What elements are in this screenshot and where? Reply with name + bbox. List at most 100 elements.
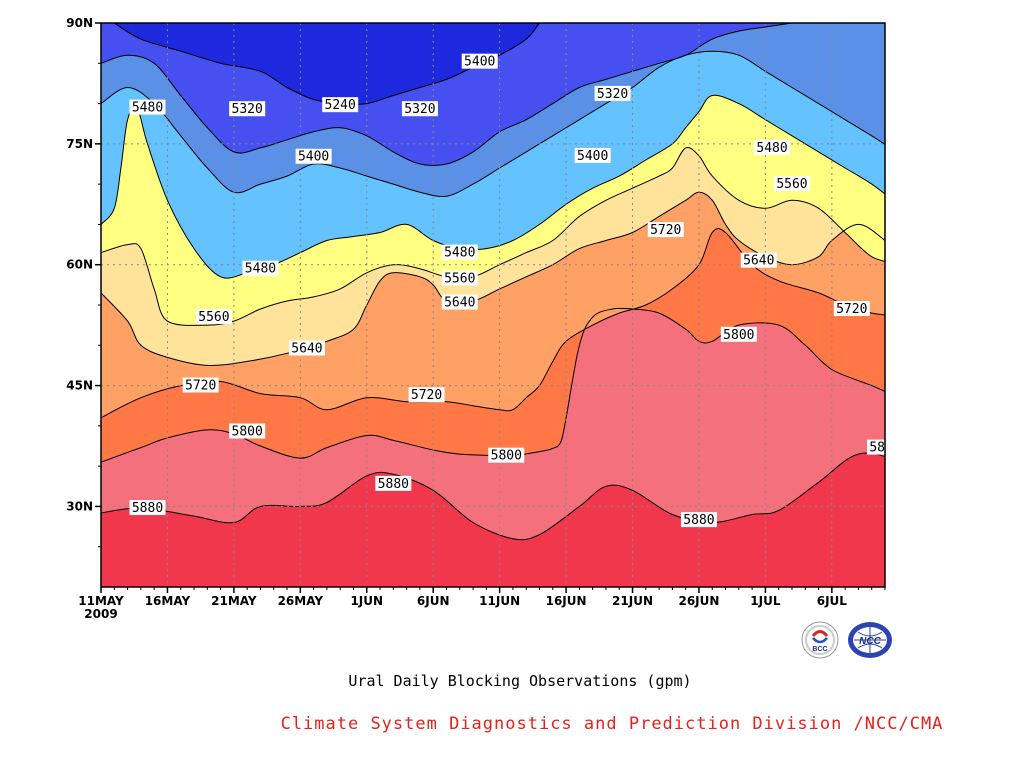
contour-label: 5720 <box>650 223 681 238</box>
contour-label-box <box>574 147 611 163</box>
contour-label: 5880 <box>683 513 714 528</box>
contour-label: 5400 <box>577 149 608 164</box>
contour-label: 5560 <box>776 177 807 192</box>
contour-label: 5800 <box>723 328 754 343</box>
contour-label-box <box>441 294 478 310</box>
x-tick-label: 6JUN <box>417 594 450 608</box>
contour-label: 5480 <box>444 246 475 261</box>
contour-label-box <box>461 53 498 69</box>
x-tick-label: 1JUL <box>750 594 781 608</box>
contour-label: 5640 <box>743 254 774 269</box>
contour-label-box <box>322 97 359 113</box>
contour-label-box <box>129 99 166 115</box>
contour-label-box <box>773 176 810 192</box>
contour-label: 5480 <box>245 262 276 277</box>
bcc-logo-icon: BCC <box>801 621 839 659</box>
contour-label-box <box>980 300 1016 315</box>
contour-label-box <box>940 104 976 119</box>
axes: 30N 45N 60N 75N 90N 11MAY 16MAY 21MAY 26MAY 1JUN 6… <box>66 16 886 621</box>
y-tick-label: 75N <box>66 137 93 151</box>
contour-label-box <box>720 326 757 342</box>
x-tick-label: 16JUN <box>546 594 587 608</box>
contour-label: 5320 <box>232 102 263 117</box>
contour-label: 5400 <box>464 55 495 70</box>
contour-label: 5720 <box>836 302 867 317</box>
x-tick-label: 21JUN <box>612 594 653 608</box>
x-tick-label: 26JUN <box>678 594 719 608</box>
ncc-logo-text: NCC <box>859 636 881 647</box>
x-tick-label: 11JUN <box>479 594 520 608</box>
x-tick-label: 16MAY <box>145 594 191 608</box>
contour-label-box <box>754 139 791 155</box>
contour-label-box <box>195 309 232 325</box>
y-tick-label: 90N <box>66 16 93 30</box>
isoline-5880 <box>101 452 885 541</box>
contour-label-box <box>288 340 325 356</box>
isoline-5400 <box>101 50 885 198</box>
contour-label: 5560 <box>942 105 973 120</box>
contour-label: 5880 <box>378 477 409 492</box>
contour-label: 5880 <box>132 501 163 516</box>
contour-label: 5640 <box>291 342 322 357</box>
contour-label: 5720 <box>185 379 216 394</box>
isoline-5480 <box>101 94 885 279</box>
chart-title: Ural Daily Blocking Observations (gpm) <box>348 672 692 690</box>
y-tick-label: 30N <box>66 499 93 513</box>
contour-label: 5320 <box>597 87 628 102</box>
contour-label-box <box>647 222 684 238</box>
contour-label: 5560 <box>982 301 1013 316</box>
contour-label-box <box>740 252 777 268</box>
contour-fills <box>101 23 885 587</box>
contour-label: 5560 <box>444 271 475 286</box>
x-tick-label: 6JUL <box>817 594 848 608</box>
bcc-logo-text: BCC <box>812 646 827 653</box>
contour-label: 5800 <box>232 424 263 439</box>
x-tick-label: 11MAY <box>78 594 124 608</box>
contour-label-box <box>242 260 279 276</box>
isoline-5720 <box>101 227 885 419</box>
ncc-logo-icon: NCC <box>848 622 892 658</box>
contour-labels: 5480 5320 5240 5320 5400 5320 5400 5400 5480 5640… <box>129 53 1016 528</box>
contour-label: 5640 <box>444 296 475 311</box>
credit-line: Climate System Diagnostics and Predictio… <box>280 714 944 734</box>
contour-label: 5880 <box>869 441 900 456</box>
x-year-label: 2009 <box>84 607 117 621</box>
contour-label: 5560 <box>198 310 229 325</box>
contour-label: 5400 <box>298 150 329 165</box>
contour-label-box <box>229 101 266 117</box>
contour-label-box <box>833 301 870 317</box>
x-tick-label: 26MAY <box>278 594 324 608</box>
contour-label-box <box>940 253 976 268</box>
contour-label-box <box>182 377 219 393</box>
contour-label: 5640 <box>942 72 973 87</box>
contour-label: 5800 <box>491 449 522 464</box>
contour-label: 5240 <box>325 98 356 113</box>
contour-label-box <box>940 71 976 86</box>
contour-label-box <box>408 387 445 403</box>
x-tick-label: 21MAY <box>211 594 257 608</box>
contour-label: 5720 <box>411 388 442 403</box>
contour-label-box <box>375 475 412 491</box>
y-tick-label: 45N <box>66 379 93 393</box>
isoline-5560 <box>101 146 885 326</box>
contour-label-box <box>940 337 976 352</box>
contour-label: 5480 <box>756 141 787 156</box>
isoline-5320 <box>101 23 793 166</box>
contour-label-box <box>488 447 525 463</box>
x-tick-label: 1JUN <box>350 594 383 608</box>
contour-label-box <box>680 512 717 528</box>
band-below-5240 <box>114 23 540 105</box>
contour-label-box <box>229 423 266 439</box>
grid-lines <box>101 23 885 587</box>
contour-label-box <box>594 85 631 101</box>
contour-label-box <box>441 270 478 286</box>
contour-label: 5640 <box>942 338 973 353</box>
contour-label-box <box>129 500 166 516</box>
contour-label-box <box>295 148 332 164</box>
contour-label: 5480 <box>942 254 973 269</box>
contour-label-box <box>867 439 885 455</box>
y-tick-label: 60N <box>66 258 93 272</box>
contour-label: 5480 <box>132 101 163 116</box>
contour-label-box <box>441 244 478 260</box>
contour-label-box <box>401 101 438 117</box>
